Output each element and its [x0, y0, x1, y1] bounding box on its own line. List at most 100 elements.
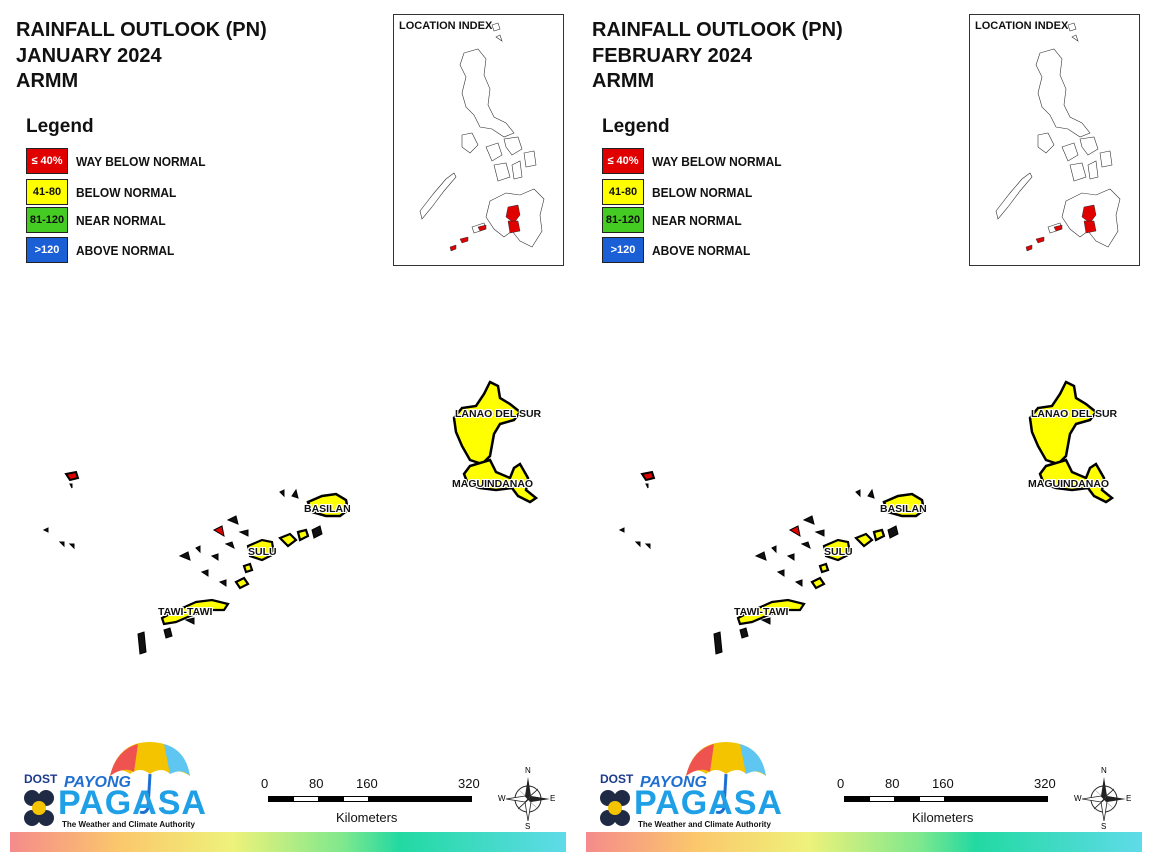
- scale-tick-160: 160: [932, 776, 954, 791]
- scale-tick-160: 160: [356, 776, 378, 791]
- label-sulu: SULU: [824, 546, 853, 558]
- scale-tick-80: 80: [309, 776, 324, 791]
- province-lanao-del-sur: [452, 380, 522, 466]
- logo-pagasa-text: PAGASA: [58, 784, 207, 822]
- legend-label: WAY BELOW NORMAL: [652, 154, 782, 169]
- philippines-locator-map: [995, 22, 1121, 252]
- legend-swatch: ≤ 40%: [602, 148, 644, 174]
- compass-w: W: [1074, 794, 1082, 803]
- province-basilan: [306, 492, 350, 518]
- title-line-1: RAINFALL OUTLOOK (PN): [592, 19, 843, 41]
- map-title: RAINFALL OUTLOOK (PN) JANUARY 2024 ARMM: [16, 18, 267, 95]
- label-lanao-del-sur: LANAO DEL SUR: [1031, 408, 1118, 420]
- province-lanao-del-sur: [1028, 380, 1098, 466]
- legend-label: BELOW NORMAL: [76, 185, 177, 200]
- inset-title: LOCATION INDEX: [399, 20, 493, 32]
- compass-w: W: [498, 794, 506, 803]
- logo-payong-text: PAYONG: [640, 774, 707, 791]
- legend-label: NEAR NORMAL: [76, 213, 166, 228]
- footer-gradient-bar: [586, 832, 1142, 852]
- scale-tick-80: 80: [885, 776, 900, 791]
- compass-s: S: [525, 822, 531, 831]
- legend-swatch: ≤ 40%: [26, 148, 68, 174]
- armm-highlight: [449, 204, 521, 252]
- scale-segment: [944, 796, 1048, 802]
- title-line-2: JANUARY 2024: [16, 44, 162, 67]
- scale-segment: [919, 796, 945, 802]
- legend-label: BELOW NORMAL: [652, 185, 753, 200]
- scale-segment: [844, 796, 870, 802]
- panel-january: RAINFALL OUTLOOK (PN) JANUARY 2024 ARMM …: [10, 14, 566, 852]
- label-lanao-del-sur: LANAO DEL SUR: [455, 408, 542, 420]
- scale-segment: [368, 796, 472, 802]
- province-tawi-tawi: [160, 598, 230, 626]
- philippines-locator-map: [419, 22, 545, 252]
- logo-tagline: The Weather and Climate Authority: [638, 820, 771, 829]
- pagasa-logo: DOST PAYONG PAGASA The Weather and Clima…: [14, 740, 214, 832]
- province-sulu: [810, 528, 886, 590]
- armm-rainfall-map: [618, 380, 1115, 655]
- title-line-3: ARMM: [16, 70, 79, 92]
- scale-unit: Kilometers: [336, 810, 398, 825]
- province-basilan: [882, 492, 926, 518]
- title-line-1: RAINFALL OUTLOOK (PN): [16, 19, 267, 41]
- logo-pagasa-text: PAGASA: [634, 784, 783, 822]
- scale-bar: 0 80 160 320 Kilometers: [261, 776, 484, 836]
- legend-swatch: 41-80: [26, 179, 68, 205]
- legend-swatch: >120: [602, 237, 644, 263]
- scale-tick-0: 0: [261, 776, 269, 791]
- scale-tick-320: 320: [458, 776, 480, 791]
- legend-swatch: >120: [26, 237, 68, 263]
- umbrella-logo-icon: [600, 742, 766, 826]
- legend-swatch: 81-120: [26, 207, 68, 233]
- province-sulu: [234, 528, 310, 590]
- legend-label: NEAR NORMAL: [652, 213, 742, 228]
- compass-e: E: [550, 794, 556, 803]
- armm-highlight: [1025, 204, 1097, 252]
- logo-tagline: The Weather and Climate Authority: [62, 820, 195, 829]
- scale-unit: Kilometers: [912, 810, 974, 825]
- compass-n: N: [1101, 766, 1107, 775]
- label-sulu: SULU: [248, 546, 277, 558]
- legend-title: Legend: [602, 116, 670, 137]
- panel-february: RAINFALL OUTLOOK (PN) FEBRUARY 2024 ARMM…: [576, 0, 1152, 864]
- province-maguindanao: [462, 458, 539, 504]
- location-index-inset: LOCATION INDEX: [393, 14, 564, 266]
- logo-dost-text: DOST: [600, 772, 634, 786]
- scale-segment: [318, 796, 344, 802]
- compass-e: E: [1126, 794, 1132, 803]
- scale-segment: [268, 796, 294, 802]
- label-tawi-tawi: TAWI-TAWI: [158, 606, 213, 618]
- footer-gradient-bar: [10, 832, 566, 852]
- north-arrow-compass-icon: N S E W: [496, 766, 560, 832]
- scale-segment: [343, 796, 369, 802]
- legend-label: WAY BELOW NORMAL: [76, 154, 206, 169]
- label-maguindanao: MAGUINDANAO: [1028, 478, 1110, 490]
- umbrella-logo-icon: [24, 742, 190, 826]
- armm-rainfall-map: [42, 380, 539, 655]
- label-tawi-tawi: TAWI-TAWI: [734, 606, 789, 618]
- scale-segment: [894, 796, 920, 802]
- label-basilan: BASILAN: [880, 503, 927, 515]
- label-maguindanao: MAGUINDANAO: [452, 478, 534, 490]
- logo-payong-text: PAYONG: [64, 774, 131, 791]
- compass-n: N: [525, 766, 531, 775]
- pagasa-logo: DOST PAYONG PAGASA The Weather and Clima…: [590, 740, 790, 832]
- legend-title: Legend: [26, 116, 94, 137]
- province-tawi-tawi: [736, 598, 806, 626]
- inset-title: LOCATION INDEX: [975, 20, 1069, 32]
- legend-label: ABOVE NORMAL: [652, 243, 751, 258]
- scale-segment: [869, 796, 895, 802]
- north-arrow-compass-icon: N S E W: [1072, 766, 1136, 832]
- compass-s: S: [1101, 822, 1107, 831]
- legend-swatch: 81-120: [602, 207, 644, 233]
- title-line-2: FEBRUARY 2024: [592, 44, 753, 67]
- scale-bar: 0 80 160 320 Kilometers: [837, 776, 1060, 836]
- map-title: RAINFALL OUTLOOK (PN) FEBRUARY 2024 ARMM: [592, 18, 843, 95]
- province-maguindanao: [1038, 458, 1115, 504]
- label-basilan: BASILAN: [304, 503, 351, 515]
- logo-dost-text: DOST: [24, 772, 58, 786]
- scale-tick-0: 0: [837, 776, 845, 791]
- title-line-3: ARMM: [592, 70, 655, 92]
- legend-label: ABOVE NORMAL: [76, 243, 175, 258]
